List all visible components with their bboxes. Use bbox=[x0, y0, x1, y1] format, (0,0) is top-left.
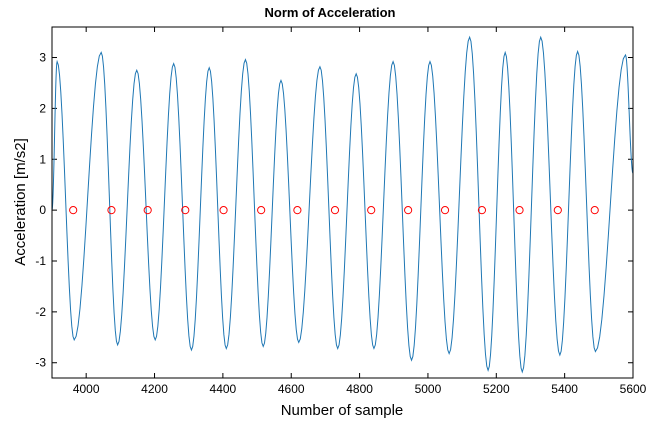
x-tick-label: 4400 bbox=[210, 382, 237, 396]
zero-crossing-marker bbox=[257, 206, 266, 215]
y-tick-label: -3 bbox=[35, 356, 46, 370]
zero-crossing-marker bbox=[590, 206, 599, 215]
x-tick-label: 5600 bbox=[620, 382, 647, 396]
x-tick-label: 5000 bbox=[415, 382, 442, 396]
plot-content bbox=[52, 35, 633, 374]
y-tick-label: 1 bbox=[39, 152, 46, 166]
x-tick-label: 4800 bbox=[346, 382, 373, 396]
y-tick-label: 2 bbox=[39, 101, 46, 115]
zero-crossing-marker bbox=[515, 206, 524, 215]
y-tick-label: 3 bbox=[39, 51, 46, 65]
y-tick-label: 0 bbox=[39, 203, 46, 217]
zero-crossing-marker bbox=[219, 206, 228, 215]
zero-crossing-marker bbox=[404, 206, 413, 215]
x-axis-label: Number of sample bbox=[281, 402, 404, 419]
zero-crossing-marker bbox=[440, 206, 450, 215]
zero-crossing-marker bbox=[477, 206, 487, 215]
zero-crossing-marker bbox=[181, 206, 190, 215]
zero-crossing-marker bbox=[143, 206, 152, 215]
series-line bbox=[52, 35, 633, 374]
zero-crossing-marker bbox=[330, 206, 340, 215]
x-tick-label: 5200 bbox=[483, 382, 510, 396]
zero-crossing-marker bbox=[367, 206, 376, 215]
x-tick-label: 4000 bbox=[73, 382, 100, 396]
plot-frame bbox=[51, 26, 634, 379]
y-tick-label: -2 bbox=[35, 305, 46, 319]
y-axis-label: Acceleration [m/s2] bbox=[12, 138, 29, 266]
zero-crossing-marker bbox=[69, 206, 78, 215]
x-tick-label: 4600 bbox=[278, 382, 305, 396]
x-tick-label: 5400 bbox=[551, 382, 578, 396]
chart-title: Norm of Acceleration bbox=[265, 5, 396, 20]
zero-crossing-marker bbox=[107, 206, 116, 215]
y-axis: -3 -2 -1 0 1 2 3 bbox=[35, 51, 633, 370]
y-tick-label: -1 bbox=[35, 254, 46, 268]
x-tick-label: 4200 bbox=[141, 382, 168, 396]
x-axis: 4000 4200 4400 4600 4800 5000 5200 5400 5600 bbox=[73, 27, 647, 396]
zero-crossing-marker bbox=[293, 206, 302, 215]
zero-crossing-marker bbox=[553, 206, 562, 215]
